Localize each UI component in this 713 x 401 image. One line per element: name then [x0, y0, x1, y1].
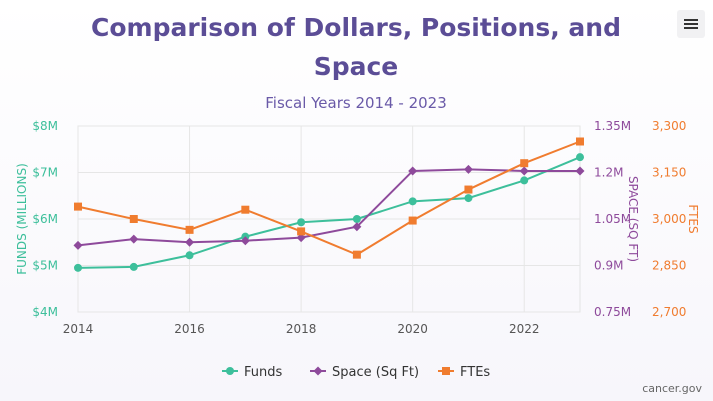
data-point-space-sq-ft — [129, 234, 139, 244]
right-axis-space-tick-label: 0.75M — [594, 305, 631, 319]
data-point-space-sq-ft — [408, 166, 418, 176]
right-axis-space-tick-label: 0.9M — [594, 259, 623, 273]
data-point-space-sq-ft — [352, 222, 362, 232]
data-point-ftes — [408, 216, 417, 225]
legend-label-ftes[interactable]: FTEs — [460, 365, 490, 380]
right-axis-space-title: SPACE (SQ FT) — [626, 176, 640, 262]
data-point-ftes — [185, 225, 194, 234]
x-tick-label: 2020 — [397, 322, 428, 336]
x-tick-label: 2022 — [509, 322, 540, 336]
left-axis-title: FUNDS (MILLIONS) — [15, 163, 29, 275]
chart-subtitle: Fiscal Years 2014 - 2023 — [265, 94, 447, 112]
right-axis-ftes-title: FTES — [686, 204, 700, 233]
legend-label-space-sq-ft[interactable]: Space (Sq Ft) — [332, 365, 419, 380]
legend-label-funds[interactable]: Funds — [244, 365, 282, 380]
data-point-space-sq-ft — [240, 236, 250, 246]
data-point-funds — [576, 153, 584, 162]
right-axis-ftes-tick-label: 3,150 — [652, 166, 686, 180]
data-point-space-sq-ft — [575, 166, 585, 176]
chart-menu-button[interactable] — [677, 10, 705, 38]
data-point-funds — [464, 194, 473, 203]
data-point-ftes — [520, 159, 529, 168]
legend-marker-space-sq-ft — [313, 366, 323, 376]
chart-title-line: Comparison of Dollars, Positions, and — [91, 13, 621, 42]
legend-marker-ftes — [442, 367, 450, 375]
right-axis-ftes-tick-label: 3,300 — [652, 119, 686, 133]
series-line-funds — [77, 156, 581, 269]
left-axis-tick-label: $5M — [32, 259, 58, 273]
right-axis-ftes-tick-label: 3,000 — [652, 212, 686, 226]
data-point-funds — [352, 215, 361, 223]
left-axis-tick-label: $7M — [32, 166, 58, 180]
x-tick-label: 2016 — [174, 322, 205, 336]
right-axis-space-tick-label: 1.35M — [594, 119, 631, 133]
credit-text: cancer.gov — [642, 382, 702, 395]
data-point-funds — [74, 263, 82, 272]
x-tick-label: 2014 — [63, 322, 94, 336]
data-point-ftes — [464, 185, 473, 194]
data-point-funds — [185, 251, 194, 260]
data-point-space-sq-ft — [185, 237, 195, 247]
chart-title-line: Space — [314, 52, 399, 81]
right-axis-space-tick-label: 1.2M — [594, 166, 623, 180]
right-axis-space-tick-label: 1.05M — [594, 212, 631, 226]
data-point-funds — [520, 176, 529, 185]
x-tick-label: 2018 — [286, 322, 317, 336]
right-axis-ftes-tick-label: 2,700 — [652, 305, 686, 319]
right-axis-ftes-tick-label: 2,850 — [652, 259, 686, 273]
data-point-ftes — [352, 250, 361, 259]
left-axis-tick-label: $6M — [32, 212, 58, 226]
left-axis-tick-label: $4M — [32, 305, 58, 319]
data-point-ftes — [297, 227, 306, 236]
series-line-space-sq-ft — [77, 168, 580, 247]
data-point-space-sq-ft — [73, 240, 83, 250]
data-point-ftes — [74, 202, 82, 211]
legend-marker-funds — [226, 367, 234, 375]
data-point-ftes — [576, 137, 584, 146]
data-point-ftes — [241, 205, 250, 214]
data-point-funds — [129, 262, 138, 271]
data-point-ftes — [129, 215, 138, 223]
data-point-funds — [297, 218, 306, 227]
left-axis-tick-label: $8M — [32, 119, 58, 133]
hamburger-icon — [684, 19, 698, 21]
data-point-space-sq-ft — [463, 164, 473, 174]
series-line-ftes — [77, 140, 581, 256]
data-point-funds — [408, 197, 417, 206]
data-point-space-sq-ft — [519, 166, 529, 176]
